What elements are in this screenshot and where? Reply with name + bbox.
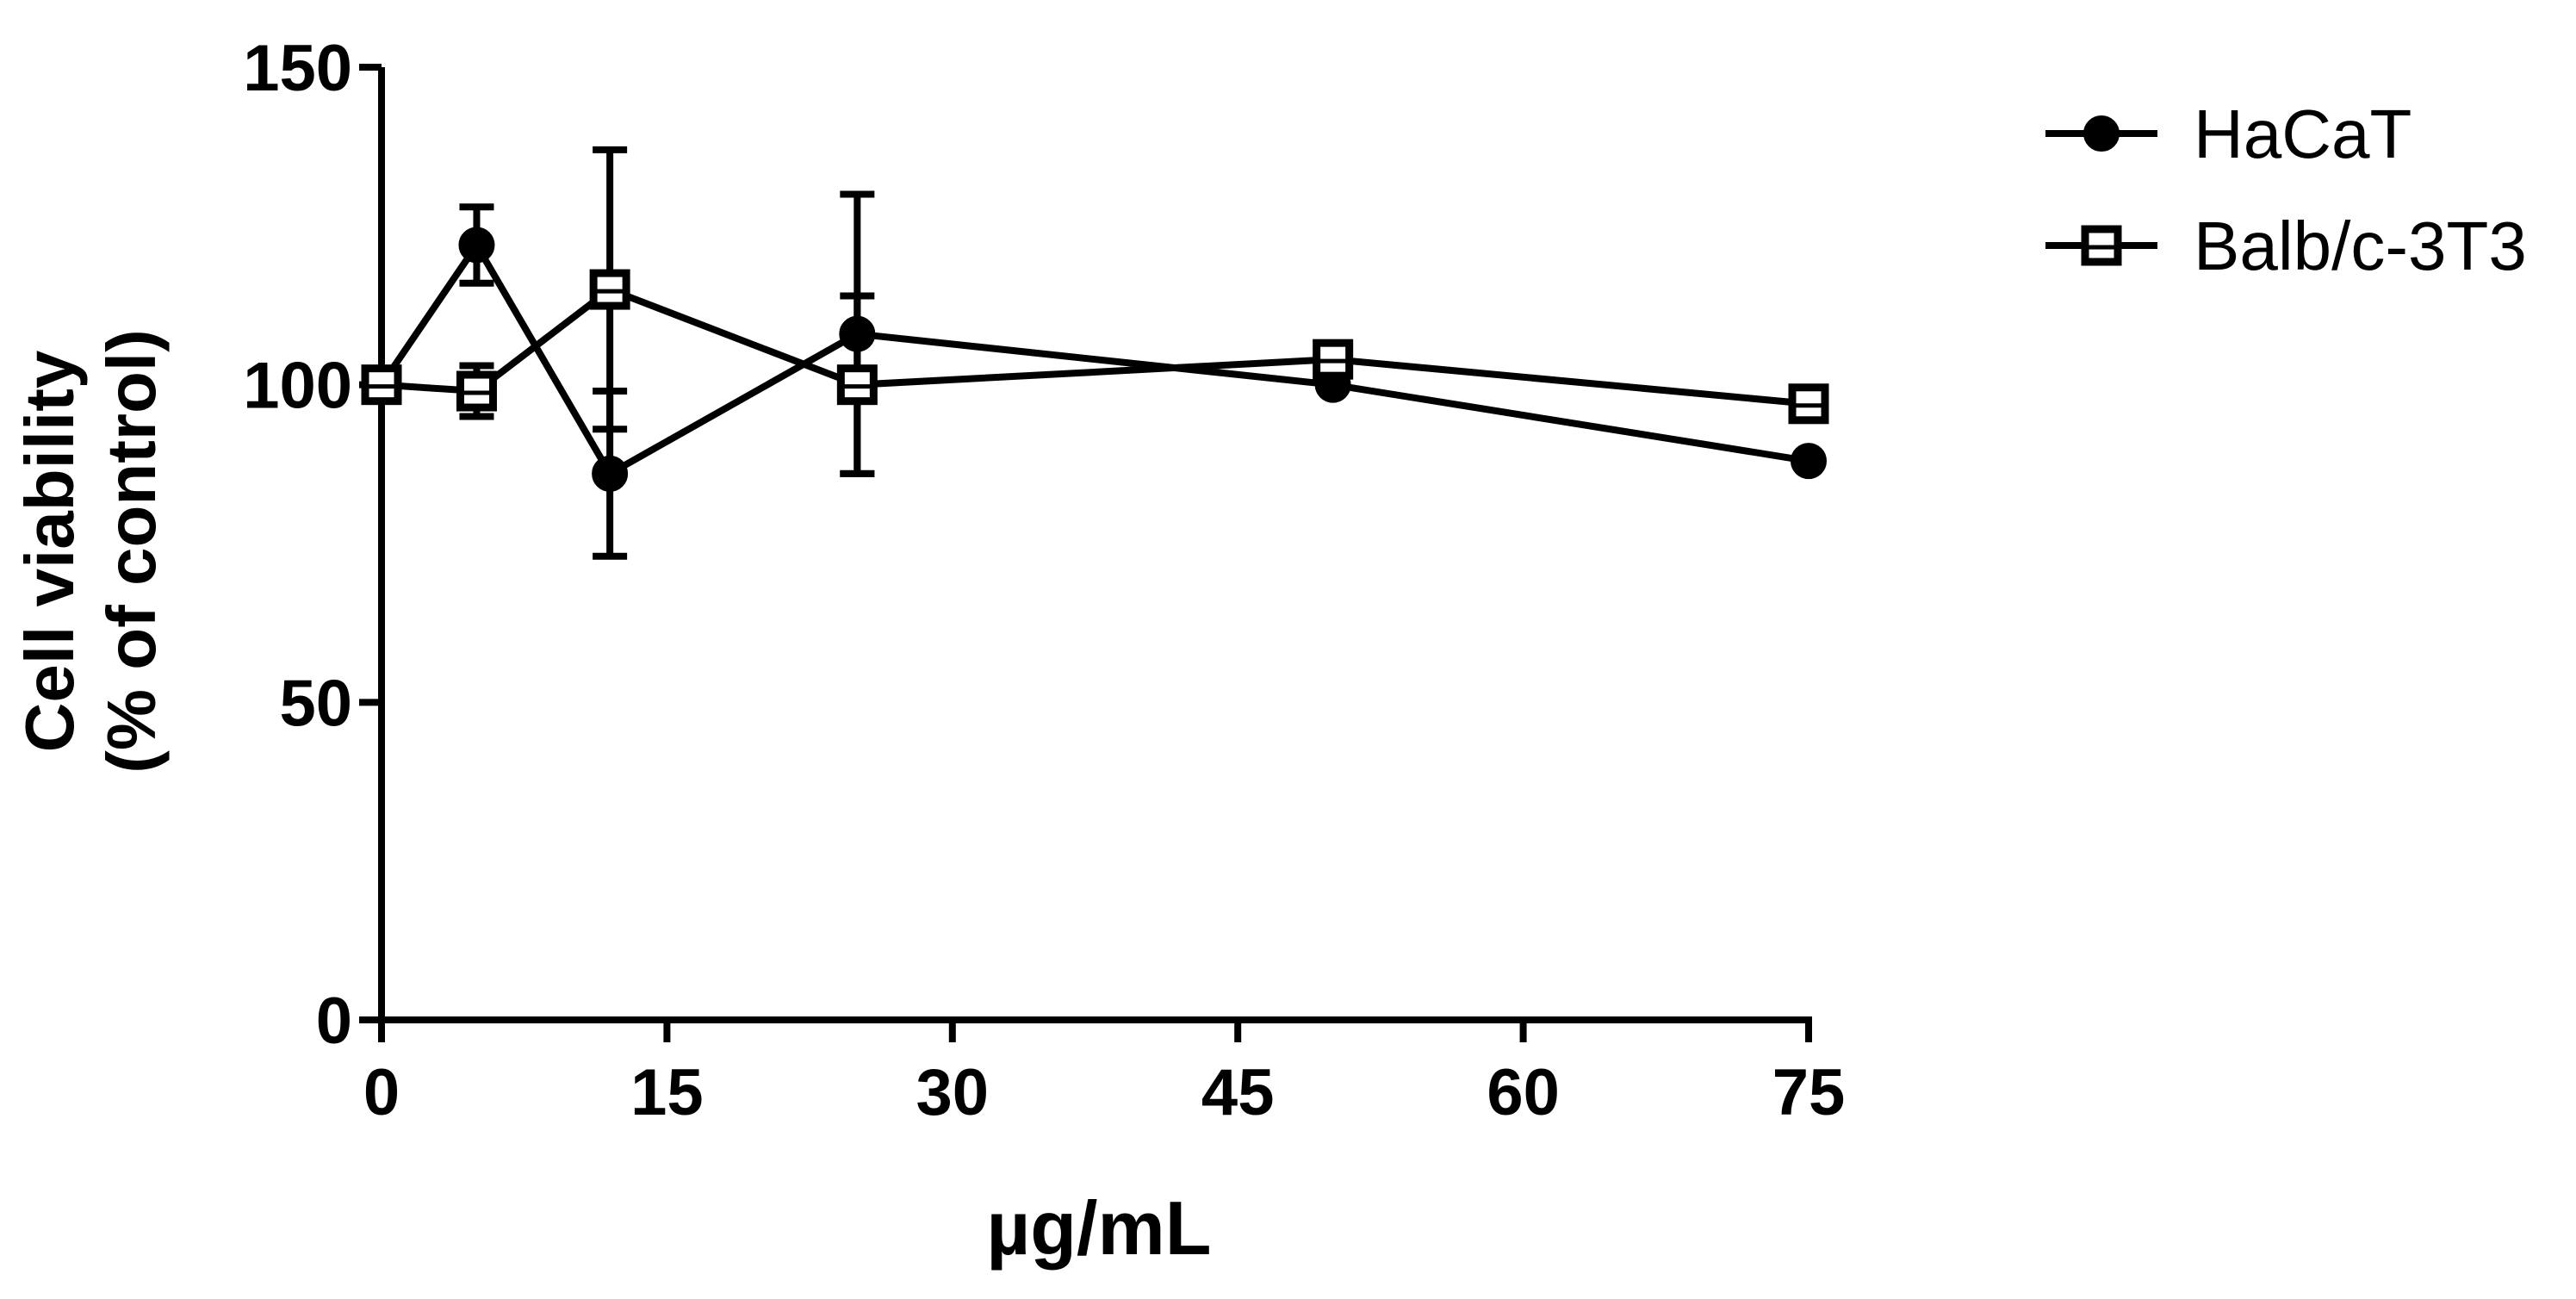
x-tick-label: 60 xyxy=(1487,1056,1560,1129)
y-tick-label: 100 xyxy=(243,350,352,423)
x-tick-label: 0 xyxy=(363,1056,400,1129)
x-tick-label: 30 xyxy=(916,1056,990,1129)
y-tick-label: 50 xyxy=(279,667,352,740)
data-point xyxy=(2083,115,2120,152)
x-tick-label: 15 xyxy=(630,1056,704,1129)
data-point xyxy=(458,227,495,264)
y-tick-label: 0 xyxy=(316,985,352,1058)
legend-label: Balb/c-3T3 xyxy=(2194,208,2527,284)
x-tick-label: 45 xyxy=(1201,1056,1275,1129)
y-axis-title: Cell viability (% of control) xyxy=(11,329,170,773)
legend-item: Balb/c-3T3 xyxy=(2045,208,2527,284)
y-ticks: 0 50 100 150 xyxy=(243,32,382,1058)
legend: HaCaT Balb/c-3T3 xyxy=(2045,96,2527,284)
data-point xyxy=(1791,443,1827,480)
y-tick-label: 150 xyxy=(243,32,352,105)
legend-label: HaCaT xyxy=(2194,96,2412,172)
series-balb-c-3t3 xyxy=(361,146,1829,477)
x-ticks: 0 15 30 45 60 75 xyxy=(363,1020,1845,1129)
y-axis-title-line-2: (% of control) xyxy=(93,329,170,773)
x-axis-title: µg/mL xyxy=(987,1185,1212,1271)
y-axis-title-line-1: Cell viability xyxy=(11,350,88,752)
data-point xyxy=(592,455,629,492)
plot-series xyxy=(361,146,1829,560)
series-line xyxy=(378,241,1809,477)
legend-item: HaCaT xyxy=(2045,96,2412,172)
x-tick-label: 75 xyxy=(1772,1056,1846,1129)
